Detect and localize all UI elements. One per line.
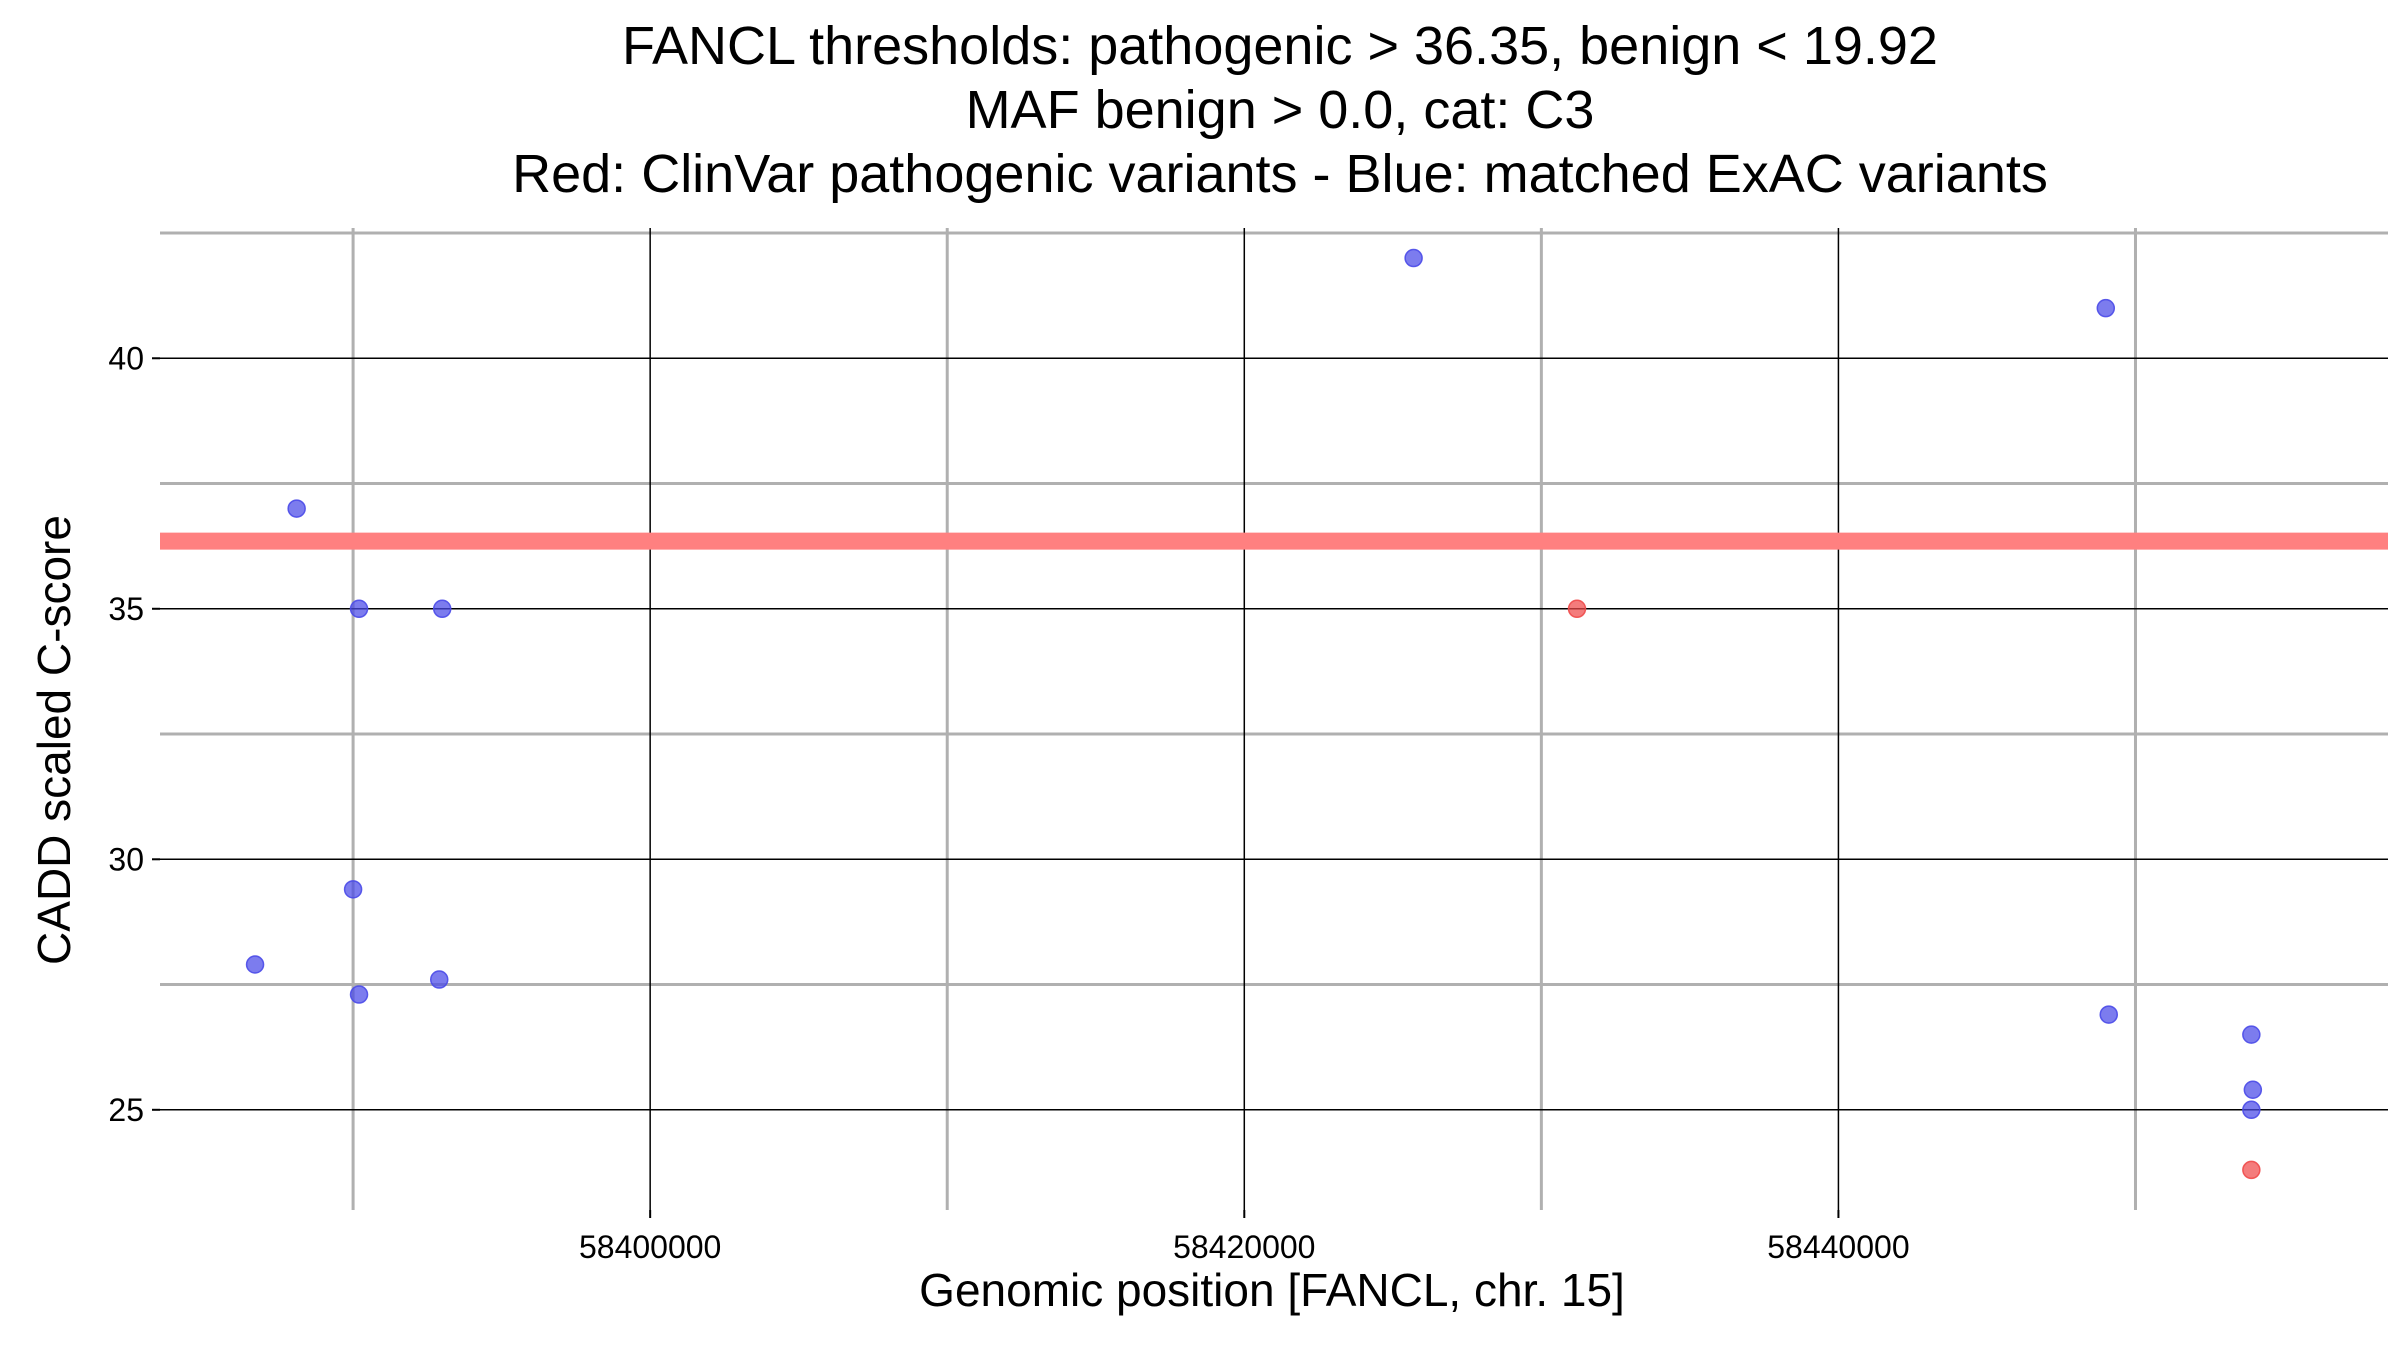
y-tick-label: 35 <box>108 591 144 627</box>
x-tick-label: 58400000 <box>579 1229 721 1265</box>
exac-variant-point <box>2243 1080 2263 1100</box>
exac-variant-point <box>349 985 369 1004</box>
minor-gridlines <box>160 228 2388 1210</box>
exac-variant-point <box>429 970 449 989</box>
exac-variant-point <box>2099 1005 2119 1024</box>
clinvar-variant-point <box>1567 599 1587 619</box>
exac-variant-point <box>343 880 363 899</box>
axis-ticks: 58400000 58420000 58440000 25 30 35 40 <box>108 340 1909 1265</box>
major-gridlines <box>160 228 2388 1210</box>
y-axis-title: CADD scaled C-score <box>28 515 80 965</box>
exac-variant-point <box>1404 248 1423 268</box>
exac-variant-point <box>2242 1025 2261 1044</box>
y-tick-label: 40 <box>108 340 144 376</box>
exac-variant-point <box>2096 298 2116 318</box>
exac-variant-point <box>287 499 306 518</box>
y-tick-label: 30 <box>108 841 144 877</box>
exac-variant-point <box>432 599 452 619</box>
data-points <box>245 248 2263 1180</box>
title-line-1: FANCL thresholds: pathogenic > 36.35, be… <box>622 16 1938 76</box>
x-tick-label: 58420000 <box>1173 1229 1315 1265</box>
exac-variant-point <box>2242 1100 2261 1120</box>
x-axis-title: Genomic position [FANCL, chr. 15] <box>919 1264 1625 1316</box>
chart-title: FANCL thresholds: pathogenic > 36.35, be… <box>160 14 2400 206</box>
title-line-3: Red: ClinVar pathogenic variants - Blue:… <box>512 144 2048 204</box>
exac-variant-point <box>245 955 265 974</box>
clinvar-variant-point <box>2242 1160 2261 1180</box>
x-tick-label: 58440000 <box>1767 1229 1909 1265</box>
y-tick-label: 25 <box>108 1092 144 1128</box>
title-line-2: MAF benign > 0.0, cat: C3 <box>965 80 1595 140</box>
exac-variant-point <box>349 599 369 619</box>
